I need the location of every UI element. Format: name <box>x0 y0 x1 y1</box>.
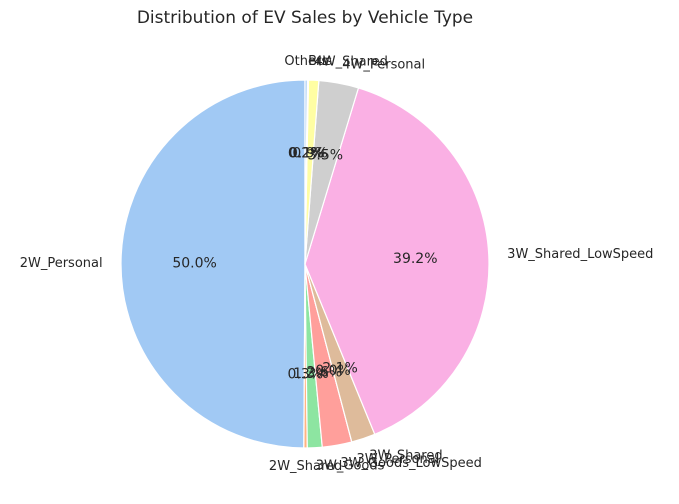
label-bus: Bus <box>308 54 332 69</box>
label-4w-shared: 4W_Shared <box>315 54 388 69</box>
pct-others: 0.2% <box>288 146 324 162</box>
pct-2w-shared: 0.3% <box>288 366 324 382</box>
pct-bus: 0.1% <box>289 146 325 162</box>
pct-3w-shared-lowspeed: 39.2% <box>393 251 437 267</box>
pct-4w-shared: 0.9% <box>292 146 328 162</box>
label-3w-shared-lowspeed: 3W_Shared_LowSpeed <box>507 247 653 262</box>
label-2w-personal: 2W_Personal <box>20 256 103 271</box>
label-2w-shared: 2W_Shared <box>269 459 342 474</box>
pct-3w-shared: 2.1% <box>322 361 358 377</box>
label-3w-goods-lowspeed: 3W_Goods_LowSpeed <box>340 456 481 471</box>
slice-3w-shared-lowspeed <box>304 87 490 436</box>
slice-2w-personal <box>120 79 306 449</box>
pct-3w-goods: 1.3% <box>293 366 329 382</box>
pct-4w-personal: 3.5% <box>308 147 344 163</box>
pie-labels: 2W_Personal 50.0% 2W_Shared 0.3% 3W_Goods 1.3… <box>20 54 654 474</box>
label-others: Others <box>284 54 328 69</box>
pie-slices <box>120 79 490 449</box>
pct-3w-personal: 0.0% <box>315 363 351 379</box>
label-3w-shared: 3W_Shared <box>369 448 442 463</box>
pct-2w-personal: 50.0% <box>172 256 216 272</box>
label-4w-personal: 4W_Personal <box>342 58 425 73</box>
chart-title: Distribution of EV Sales by Vehicle Type <box>137 8 473 28</box>
pct-3w-goods-lowspeed: 2.6% <box>306 365 342 381</box>
label-3w-personal: 3W_Personal <box>356 452 439 467</box>
label-3w-goods: 3W_Goods <box>316 459 385 474</box>
slice-others <box>304 79 308 265</box>
